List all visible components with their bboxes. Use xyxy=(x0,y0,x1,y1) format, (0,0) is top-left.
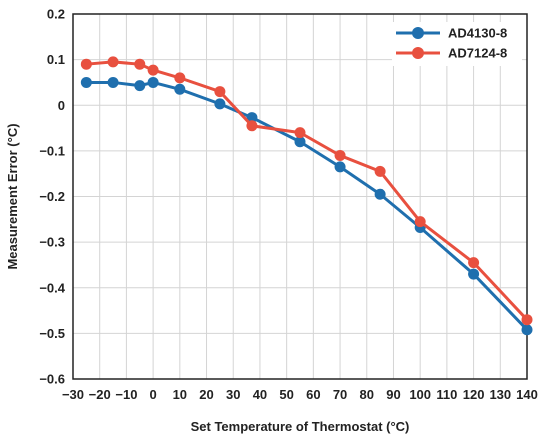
x-tick-label: 60 xyxy=(306,387,320,402)
y-axis-title: Measurement Error (°C) xyxy=(5,123,20,269)
data-point xyxy=(521,314,533,326)
x-tick-label: −10 xyxy=(115,387,137,402)
data-point xyxy=(374,188,386,200)
data-point xyxy=(246,112,258,124)
x-tick-label: 0 xyxy=(150,387,157,402)
data-point xyxy=(334,161,346,173)
data-point xyxy=(214,86,226,98)
axes: −30 −20 −10 0 10 20 30 40 50 60 70 80 90 100 110 120 130… xyxy=(39,7,538,403)
y-tick-label: 0.1 xyxy=(47,52,65,67)
x-tick-label: 20 xyxy=(199,387,213,402)
data-point xyxy=(80,58,92,70)
y-tick-label: −0.2 xyxy=(39,189,65,204)
legend-marker xyxy=(412,27,424,39)
legend: AD4130-8 AD7124-8 xyxy=(392,22,522,66)
data-point xyxy=(374,165,386,177)
x-tick-label: 50 xyxy=(279,387,293,402)
plot-border xyxy=(72,13,528,380)
x-tick-label: −30 xyxy=(62,387,84,402)
x-tick-label: 80 xyxy=(360,387,374,402)
x-tick-label: 120 xyxy=(463,387,485,402)
x-tick-label: 90 xyxy=(386,387,400,402)
x-tick-label: 110 xyxy=(436,387,457,402)
y-tick-label: −0.4 xyxy=(39,280,65,295)
y-tick-label: −0.6 xyxy=(39,372,65,387)
legend-item: AD4130-8 xyxy=(396,26,507,41)
data-point xyxy=(107,76,119,88)
x-tick-label: −20 xyxy=(89,387,111,402)
data-point xyxy=(521,324,533,336)
data-point xyxy=(414,216,426,228)
data-point xyxy=(468,257,480,269)
legend-marker xyxy=(412,47,424,59)
x-tick-label: 40 xyxy=(253,387,267,402)
x-axis-title: Set Temperature of Thermostat (°C) xyxy=(191,419,410,434)
data-point xyxy=(134,80,146,92)
data-point xyxy=(294,136,306,148)
data-point xyxy=(147,76,159,88)
y-tick-label: −0.1 xyxy=(39,143,65,158)
x-tick-label: 30 xyxy=(226,387,240,402)
y-tick-label: −0.5 xyxy=(39,326,65,341)
x-tick-label: 70 xyxy=(333,387,347,402)
data-point xyxy=(214,98,226,110)
series-ad7124-8 xyxy=(80,56,533,326)
series-lines xyxy=(80,56,533,336)
y-tick-label: 0 xyxy=(58,98,65,113)
x-tick-label: 100 xyxy=(409,387,431,402)
data-point xyxy=(147,64,159,76)
legend-label: AD4130-8 xyxy=(448,26,507,41)
data-point xyxy=(294,127,306,139)
x-tick-label: 130 xyxy=(489,387,511,402)
data-point xyxy=(334,149,346,161)
x-tick-label: 10 xyxy=(173,387,187,402)
data-point xyxy=(174,83,186,95)
x-tick-label: 140 xyxy=(516,387,538,402)
data-point xyxy=(107,56,119,68)
y-tick-label: 0.2 xyxy=(47,7,65,22)
data-point xyxy=(80,76,92,88)
data-point xyxy=(468,268,480,280)
data-point xyxy=(174,72,186,84)
legend-label: AD7124-8 xyxy=(448,46,507,61)
legend-item: AD7124-8 xyxy=(396,46,507,61)
data-point xyxy=(246,120,258,132)
y-tick-label: −0.3 xyxy=(39,235,65,250)
data-point xyxy=(134,58,146,70)
